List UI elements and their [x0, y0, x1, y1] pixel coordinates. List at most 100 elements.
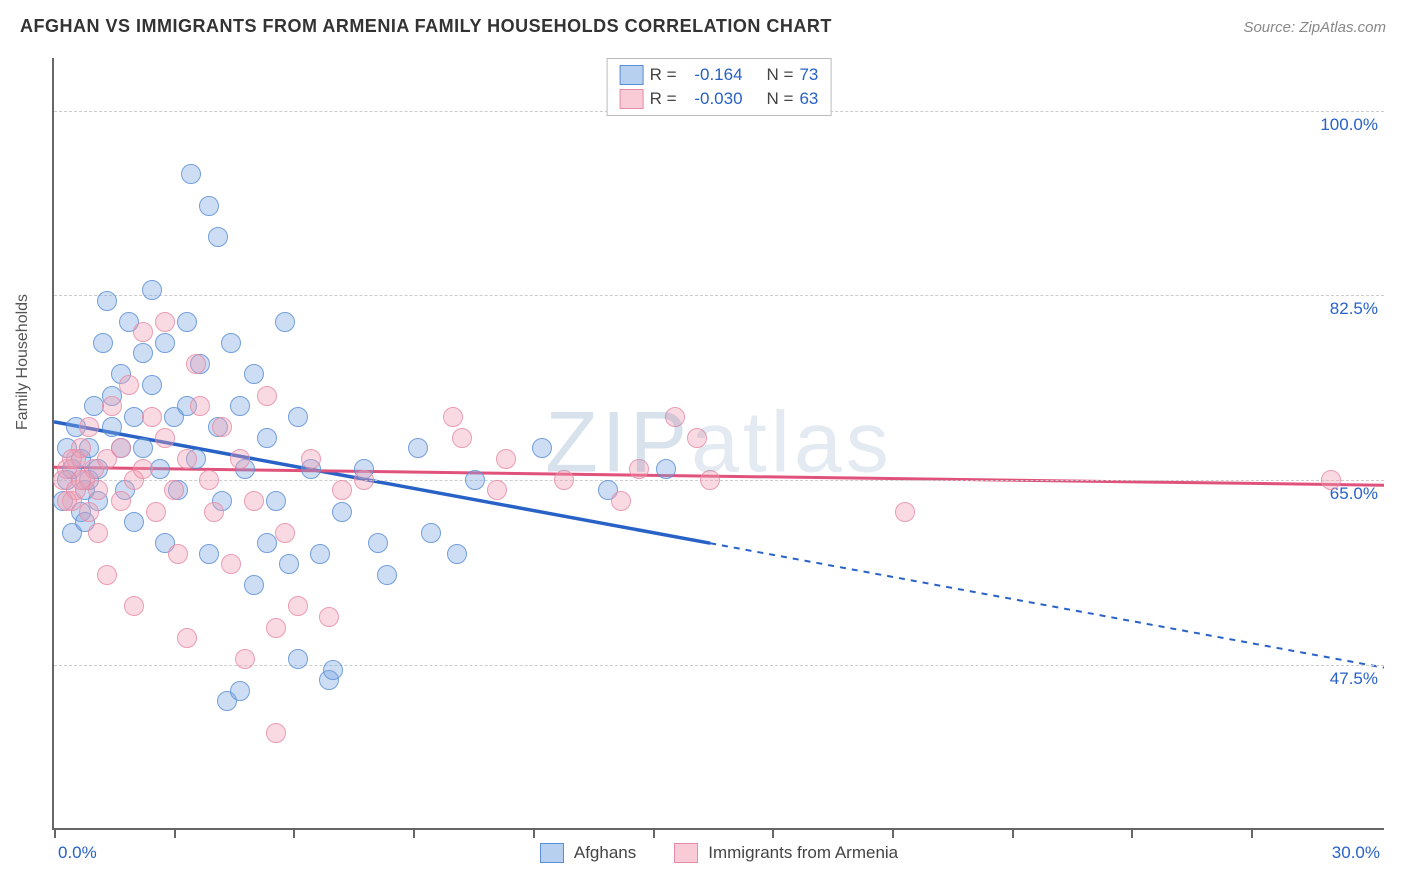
r-label: R =: [650, 89, 677, 109]
data-point-blue: [97, 291, 117, 311]
data-point-pink: [487, 480, 507, 500]
data-point-pink: [288, 596, 308, 616]
data-point-blue: [133, 343, 153, 363]
data-point-pink: [301, 449, 321, 469]
swatch-pink-icon: [620, 89, 644, 109]
n-value-blue: 73: [799, 65, 818, 85]
data-point-pink: [496, 449, 516, 469]
series-name-blue: Afghans: [574, 843, 636, 863]
data-point-pink: [97, 565, 117, 585]
data-point-pink: [177, 628, 197, 648]
chart-title: AFGHAN VS IMMIGRANTS FROM ARMENIA FAMILY…: [20, 16, 832, 37]
data-point-blue: [230, 681, 250, 701]
data-point-blue: [244, 364, 264, 384]
plot-area: ZIPatlas R = -0.164 N = 73 R = -0.030 N …: [52, 58, 1384, 830]
data-point-blue: [181, 164, 201, 184]
series-name-pink: Immigrants from Armenia: [708, 843, 898, 863]
r-label: R =: [650, 65, 677, 85]
data-point-blue: [447, 544, 467, 564]
n-value-pink: 63: [799, 89, 818, 109]
data-point-pink: [146, 502, 166, 522]
data-point-blue: [332, 502, 352, 522]
data-point-pink: [155, 312, 175, 332]
data-point-blue: [323, 660, 343, 680]
data-point-pink: [257, 386, 277, 406]
data-point-pink: [79, 417, 99, 437]
data-point-blue: [208, 227, 228, 247]
data-point-blue: [230, 396, 250, 416]
data-point-blue: [377, 565, 397, 585]
data-point-blue: [142, 375, 162, 395]
data-point-blue: [124, 512, 144, 532]
x-max-label: 30.0%: [1332, 843, 1380, 863]
y-tick-label: 82.5%: [1330, 299, 1378, 319]
data-point-pink: [452, 428, 472, 448]
stats-row-pink: R = -0.030 N = 63: [620, 87, 819, 111]
n-label: N =: [767, 89, 794, 109]
data-point-blue: [177, 312, 197, 332]
y-axis-label: Family Households: [14, 294, 32, 430]
data-point-blue: [199, 544, 219, 564]
data-point-pink: [155, 428, 175, 448]
data-point-pink: [111, 491, 131, 511]
x-tick: [413, 828, 415, 838]
data-point-blue: [244, 575, 264, 595]
x-tick: [54, 828, 56, 838]
data-point-pink: [88, 480, 108, 500]
data-point-blue: [257, 533, 277, 553]
data-point-pink: [319, 607, 339, 627]
data-point-blue: [142, 280, 162, 300]
data-point-pink: [230, 449, 250, 469]
data-point-pink: [895, 502, 915, 522]
data-point-pink: [611, 491, 631, 511]
data-point-pink: [71, 470, 91, 490]
data-point-pink: [332, 480, 352, 500]
data-point-pink: [443, 407, 463, 427]
data-point-pink: [111, 438, 131, 458]
data-point-pink: [266, 723, 286, 743]
data-point-pink: [244, 491, 264, 511]
data-point-pink: [629, 459, 649, 479]
r-value-pink: -0.030: [683, 89, 743, 109]
data-point-pink: [186, 354, 206, 374]
x-tick: [293, 828, 295, 838]
data-point-pink: [164, 480, 184, 500]
data-point-pink: [554, 470, 574, 490]
gridline: [54, 665, 1384, 666]
data-point-blue: [257, 428, 277, 448]
data-point-blue: [150, 459, 170, 479]
data-point-pink: [700, 470, 720, 490]
data-point-pink: [190, 396, 210, 416]
data-point-blue: [221, 333, 241, 353]
x-tick: [653, 828, 655, 838]
data-point-pink: [142, 407, 162, 427]
data-point-pink: [57, 491, 77, 511]
trend-lines: [54, 58, 1384, 828]
data-point-pink: [62, 449, 82, 469]
data-point-pink: [102, 396, 122, 416]
data-point-pink: [88, 523, 108, 543]
data-point-pink: [168, 544, 188, 564]
data-point-blue: [279, 554, 299, 574]
data-point-pink: [221, 554, 241, 574]
gridline: [54, 295, 1384, 296]
data-point-blue: [465, 470, 485, 490]
x-tick: [533, 828, 535, 838]
data-point-pink: [204, 502, 224, 522]
x-tick: [1251, 828, 1253, 838]
data-point-blue: [421, 523, 441, 543]
data-point-pink: [124, 596, 144, 616]
swatch-pink-icon: [674, 843, 698, 863]
data-point-blue: [288, 649, 308, 669]
bottom-legend: 0.0% Afghans Immigrants from Armenia 30.…: [54, 843, 1384, 863]
data-point-blue: [275, 312, 295, 332]
data-point-pink: [199, 470, 219, 490]
data-point-pink: [177, 449, 197, 469]
x-tick: [1012, 828, 1014, 838]
x-tick: [174, 828, 176, 838]
x-tick: [892, 828, 894, 838]
r-value-blue: -0.164: [683, 65, 743, 85]
data-point-blue: [408, 438, 428, 458]
n-label: N =: [767, 65, 794, 85]
x-tick: [1131, 828, 1133, 838]
